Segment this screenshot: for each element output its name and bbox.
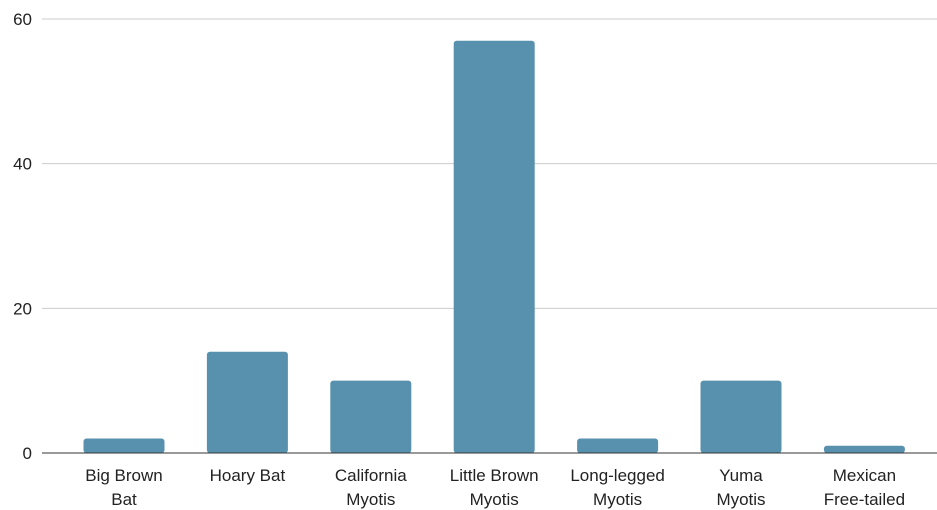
x-tick-label: Hoary Bat	[210, 466, 286, 485]
bar	[700, 380, 782, 453]
y-tick-label: 20	[13, 299, 32, 318]
x-tick-label-line: Mexican	[833, 466, 896, 485]
x-tick-label-line: Myotis	[716, 490, 765, 509]
x-tick-label-line: Hoary Bat	[210, 466, 286, 485]
bar	[453, 40, 535, 453]
bar	[577, 438, 659, 453]
y-tick-label: 0	[23, 444, 32, 463]
bars	[83, 40, 905, 453]
x-tick-label-line: Myotis	[593, 490, 642, 509]
x-tick-label: Long-legged Myotis	[570, 466, 665, 509]
bar	[83, 438, 165, 453]
x-tick-label: Little Brown Myotis	[450, 466, 539, 509]
x-tick-label-line: Free-tailed	[824, 490, 905, 509]
x-tick-label: California Myotis	[335, 466, 407, 509]
x-tick-label: Yuma Myotis	[716, 466, 765, 509]
x-tick-label-line: Bat	[111, 490, 137, 509]
x-tick-label-line: Big Brown	[85, 466, 162, 485]
bar	[206, 351, 288, 453]
x-tick-label-line: Yuma	[719, 466, 763, 485]
x-tick-label-line: California	[335, 466, 407, 485]
x-tick-label-line: Long-legged	[570, 466, 665, 485]
x-tick-label: Big Brown Bat	[85, 466, 162, 509]
x-tick-label-line: Myotis	[470, 490, 519, 509]
bar	[330, 380, 412, 453]
x-tick-label: Mexican Free-tailed	[824, 466, 905, 509]
y-tick-label: 40	[13, 155, 32, 174]
x-tick-label-line: Myotis	[346, 490, 395, 509]
x-tick-label-line: Little Brown	[450, 466, 539, 485]
y-axis-ticks: 0 20 40 60	[13, 10, 32, 463]
bar	[823, 445, 905, 453]
y-tick-label: 60	[13, 10, 32, 29]
